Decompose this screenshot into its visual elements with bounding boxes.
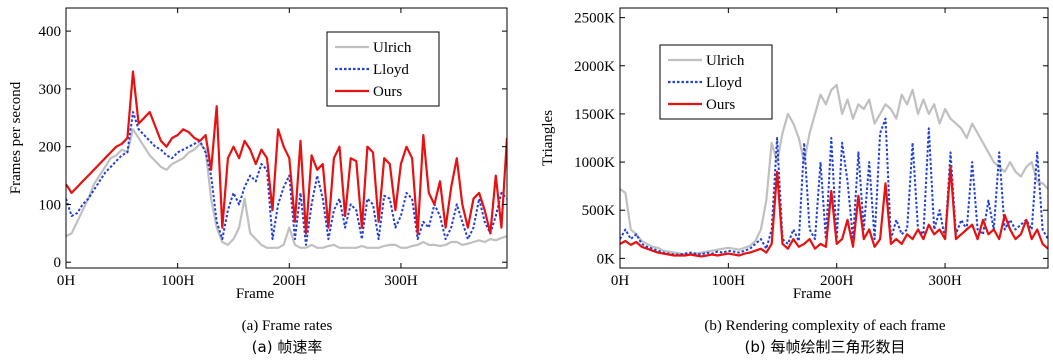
x-tick-label: 100H	[712, 273, 746, 289]
x-tick-label: 0H	[611, 273, 630, 289]
legend-label-ulrich: Ulrich	[706, 53, 745, 69]
series-line-ulrich	[66, 128, 507, 249]
y-tick-label: 0	[54, 255, 62, 271]
x-tick-label: 0H	[57, 273, 76, 289]
series-line-ours	[66, 70, 507, 235]
x-tick-label: 200H	[273, 273, 307, 289]
caption: (a) Frame rates	[242, 318, 333, 334]
legend-label-ours: Ours	[373, 84, 402, 100]
caption-chinese: (a) 帧速率	[252, 338, 323, 356]
x-tick-label: 100H	[161, 273, 195, 289]
y-tick-label: 1500K	[574, 107, 615, 123]
y-tick-label: 300	[39, 82, 62, 98]
legend-label-lloyd: Lloyd	[373, 62, 409, 78]
x-tick-label: 300H	[928, 273, 962, 289]
y-tick-label: 0K	[597, 251, 616, 267]
x-tick-label: 300H	[384, 273, 418, 289]
x-tick-label: 200H	[820, 273, 854, 289]
plot-frame	[65, 7, 508, 269]
y-axis-label: Triangles	[540, 110, 556, 166]
plot-frame	[619, 7, 1049, 269]
series-line-lloyd	[620, 117, 1048, 256]
y-axis-label: Frames per second	[8, 81, 24, 194]
chart-frame-rates: 0 100 200 300 400 0H 100H 200H 300H Frame Frames p…	[8, 7, 508, 356]
series-group	[620, 83, 1048, 258]
legend-label-lloyd: Lloyd	[706, 75, 742, 91]
legend-label-ours: Ours	[706, 97, 735, 113]
legend: Ulrich Lloyd Ours	[326, 31, 440, 107]
series-line-ours	[620, 165, 1048, 258]
caption: (b) Rendering complexity of each frame	[704, 318, 945, 334]
caption-chinese: (b) 每帧绘制三角形数目	[745, 338, 906, 356]
y-tick-label: 400	[39, 24, 62, 40]
x-axis-label: Frame	[793, 286, 832, 302]
x-axis-label: Frame	[236, 286, 275, 302]
y-tick-label: 100	[39, 197, 62, 213]
y-tick-label: 2500K	[574, 11, 615, 27]
legend: Ulrich Lloyd Ours	[659, 44, 773, 120]
series-line-lloyd	[66, 111, 507, 246]
y-tick-label: 200	[39, 140, 62, 156]
y-tick-label: 2000K	[574, 59, 615, 75]
y-tick-label: 1000K	[574, 155, 615, 171]
y-tick-label: 500K	[582, 203, 616, 219]
series-group	[66, 70, 507, 249]
chart-rendering-complexity: 0K 500K 1000K 1500K 2000K 2500K 0H 100H 200H 300H…	[540, 7, 1049, 356]
legend-label-ulrich: Ulrich	[373, 40, 412, 56]
